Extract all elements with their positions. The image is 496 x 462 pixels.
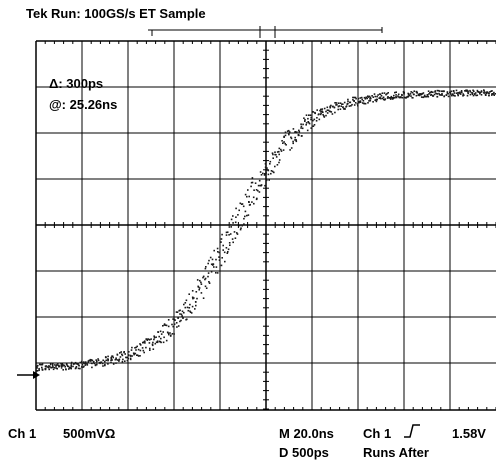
delay-readout: D 500ps [279, 445, 329, 460]
cursor-position-readout: @: 25.26ns [49, 97, 118, 112]
graticule [35, 40, 496, 411]
timebase-readout: M 20.0ns [279, 426, 334, 441]
trigger-level-readout: 1.58V [452, 426, 486, 441]
cursor-delta-readout: Δ: 300ps [49, 76, 104, 91]
channel-label: Ch 1 [8, 426, 37, 441]
trigger-source-readout: Ch 1 [363, 426, 392, 441]
acquisition-status: Tek Run: 100GS/s ET Sample [26, 6, 206, 21]
rising-edge-icon [404, 424, 420, 438]
volts-per-div-readout: 500mVΩ [63, 426, 116, 441]
waveform-trace [36, 89, 496, 372]
record-position-indicator [148, 26, 383, 38]
ch1-ground-arrow-icon [17, 371, 40, 379]
trigger-mode-readout: Runs After [363, 445, 429, 460]
